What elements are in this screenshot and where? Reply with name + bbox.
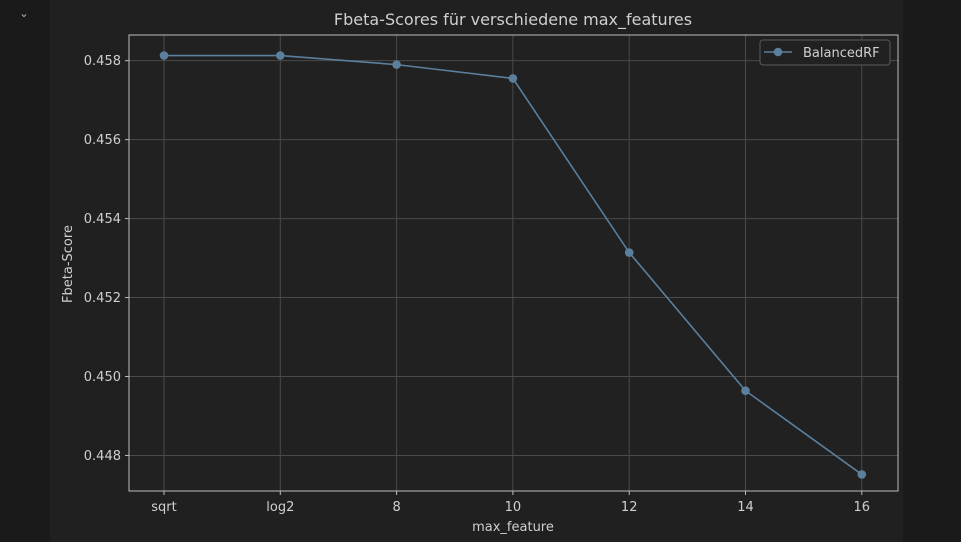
legend-marker <box>773 47 783 57</box>
x-tick-label: 16 <box>854 500 871 515</box>
legend-box <box>759 39 891 66</box>
data-point <box>624 248 634 257</box>
data-point <box>392 60 401 69</box>
legend-label: BalancedRF <box>803 46 880 61</box>
chart: 0.448 0.450 0.452 0.454 0.456 0.458 sqrt log2 8… <box>61 10 899 535</box>
y-tick-label: 0.452 <box>84 291 121 306</box>
x-tick-label: sqrt <box>151 500 176 515</box>
chevron-down-icon[interactable]: ⌄ <box>19 7 29 20</box>
data-point <box>276 51 285 60</box>
data-point <box>857 470 867 479</box>
y-tick-label: 0.450 <box>84 370 121 385</box>
x-tick-label: log2 <box>266 500 294 515</box>
x-tick-label: 12 <box>621 500 638 515</box>
y-axis-label: Fbeta-Score <box>61 225 76 303</box>
plot-frame <box>128 34 899 492</box>
chart-output: 0.448 0.450 0.452 0.454 0.456 0.458 sqrt log2 8… <box>50 0 903 542</box>
data-point <box>508 74 518 83</box>
series-balancedrf <box>159 51 867 479</box>
y-tick-label: 0.458 <box>84 54 121 69</box>
legend: BalancedRF <box>759 39 891 66</box>
y-tick-label: 0.448 <box>84 449 121 464</box>
y-axis: 0.448 0.450 0.452 0.454 0.456 0.458 <box>84 54 129 464</box>
plot-area <box>129 35 898 491</box>
y-tick-label: 0.456 <box>84 133 121 148</box>
x-tick-label: 8 <box>392 500 400 515</box>
y-tick-label: 0.454 <box>84 212 121 227</box>
x-axis: sqrt log2 8 10 12 14 16 <box>151 491 870 515</box>
x-tick-label: 14 <box>737 500 754 515</box>
chart-title: Fbeta-Scores für verschiedene max_featur… <box>334 10 692 30</box>
data-point <box>741 386 750 396</box>
x-axis-label: max_feature <box>472 520 554 535</box>
data-point <box>159 51 169 60</box>
x-tick-label: 10 <box>505 500 522 515</box>
